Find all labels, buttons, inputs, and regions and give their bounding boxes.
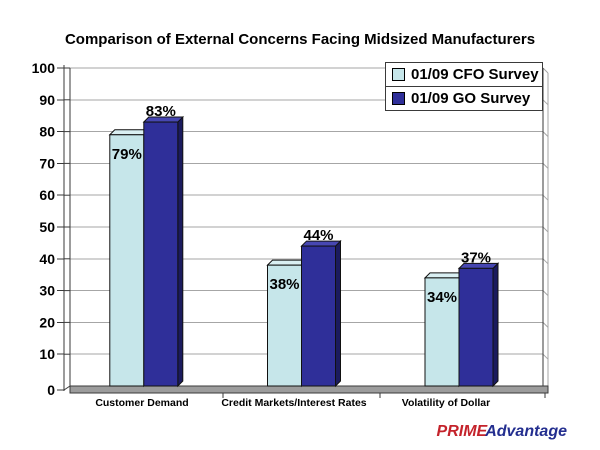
legend-label-go: 01/09 GO Survey [411,90,531,107]
bar-value-label: 79% [112,146,142,163]
bar-value-label: 38% [269,276,299,293]
y-tick-label: 80 [39,124,55,140]
y-tick-label: 50 [39,219,55,235]
bar-top-cfo [423,272,466,279]
bar-side-go [492,262,499,388]
y-tick-label: 60 [39,187,55,203]
gridline-side-stub [542,67,549,74]
y-tick-label: 20 [39,314,55,330]
y-tick-label: 0 [47,382,55,398]
bar-value-label: 83% [146,103,176,120]
bar-go-2 [458,267,494,387]
bar-cfo-0 [109,134,145,387]
bar-value-label: 34% [427,289,457,306]
bar-cfo-1 [267,264,302,387]
category-label: Customer Demand [95,397,188,409]
legend-item-cfo-survey: 01/09 CFO Survey [386,63,542,86]
legend-swatch-go [392,92,405,105]
prime-advantage-logo: PRIMEAdvantage [437,423,567,441]
gridline-side-stub [542,131,549,137]
y-tick-label: 30 [39,283,55,299]
legend-item-go-survey: 01/09 GO Survey [386,86,542,110]
gridline-side-stub [542,290,549,296]
bar-top-cfo [266,259,308,266]
gridline-side-stub [542,163,549,169]
bar-value-label: 37% [461,249,491,266]
legend: 01/09 CFO Survey 01/09 GO Survey [385,62,543,111]
bar-side-go [177,115,184,388]
y-tick-depth-jog [63,385,71,391]
bar-go-1 [301,245,336,387]
legend-label-cfo: 01/09 CFO Survey [411,66,539,83]
chart-title: Comparison of External Concerns Facing M… [64,31,536,48]
logo-prime-text: PRIME [436,423,488,440]
gridline-side-stub [542,226,549,233]
gridline-side-stub [542,194,549,201]
bar-side-go [335,239,341,388]
logo-advantage-text: Advantage [485,423,567,440]
y-tick-label: 40 [39,251,55,267]
bar-go-0 [143,121,179,387]
y-tick-label: 10 [39,346,55,362]
floor [69,385,549,394]
gridline-side-stub [542,99,549,106]
gridline-side-stub [542,258,549,265]
y-tick-label: 100 [32,60,56,76]
bar-value-label: 44% [303,227,333,244]
legend-swatch-cfo [392,68,405,81]
y-tick-label: 70 [39,155,55,171]
bar-top-cfo [108,129,151,136]
gridline-side-stub [542,353,549,360]
category-label: Volatility of Dollar [402,397,490,409]
category-label: Credit Markets/Interest Rates [221,397,366,409]
y-tick-label: 90 [39,92,55,108]
gridline-side-stub [542,322,549,328]
